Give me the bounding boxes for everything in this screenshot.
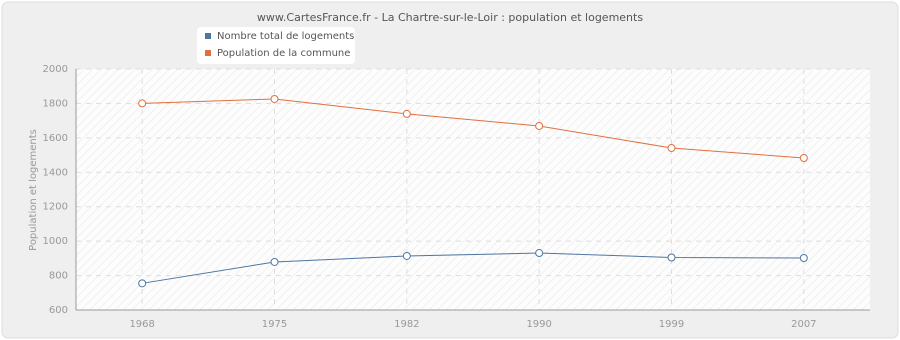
series-line	[142, 98, 804, 159]
y-tick-label: 1600	[43, 133, 68, 144]
y-tick-label: 1400	[43, 167, 68, 178]
y-tick-label: 1200	[43, 202, 68, 213]
point	[535, 249, 544, 258]
legend-box	[197, 27, 355, 64]
point	[535, 121, 544, 130]
y-tick-label: 2000	[43, 64, 68, 75]
point	[270, 94, 279, 103]
y-tick-label: 600	[49, 305, 68, 316]
point	[402, 109, 411, 118]
legend-swatch	[205, 50, 211, 56]
point	[138, 99, 147, 108]
x-tick-label: 1999	[659, 319, 684, 330]
point	[667, 253, 676, 262]
point	[667, 144, 676, 153]
point	[270, 257, 279, 266]
x-tick-label: 2007	[791, 319, 816, 330]
point	[799, 254, 808, 263]
y-tick-label: 1800	[43, 98, 68, 109]
legend-swatch	[205, 33, 211, 39]
point	[402, 251, 411, 260]
legend-label: Population de la commune	[217, 48, 350, 59]
legend-label: Nombre total de logements	[217, 31, 354, 42]
y-axis-label: Population et logements	[28, 129, 39, 251]
x-tick-label: 1982	[394, 319, 419, 330]
x-tick-label: 1975	[262, 319, 287, 330]
y-tick-label: 800	[49, 271, 68, 282]
point	[799, 153, 808, 162]
series-line	[142, 252, 804, 284]
x-tick-label: 1990	[526, 319, 551, 330]
y-tick-label: 1000	[43, 236, 68, 247]
plot-area	[76, 69, 870, 310]
point	[138, 279, 147, 288]
x-tick-label: 1968	[129, 319, 154, 330]
chart-title: www.CartesFrance.fr - La Chartre-sur-le-…	[257, 11, 643, 24]
